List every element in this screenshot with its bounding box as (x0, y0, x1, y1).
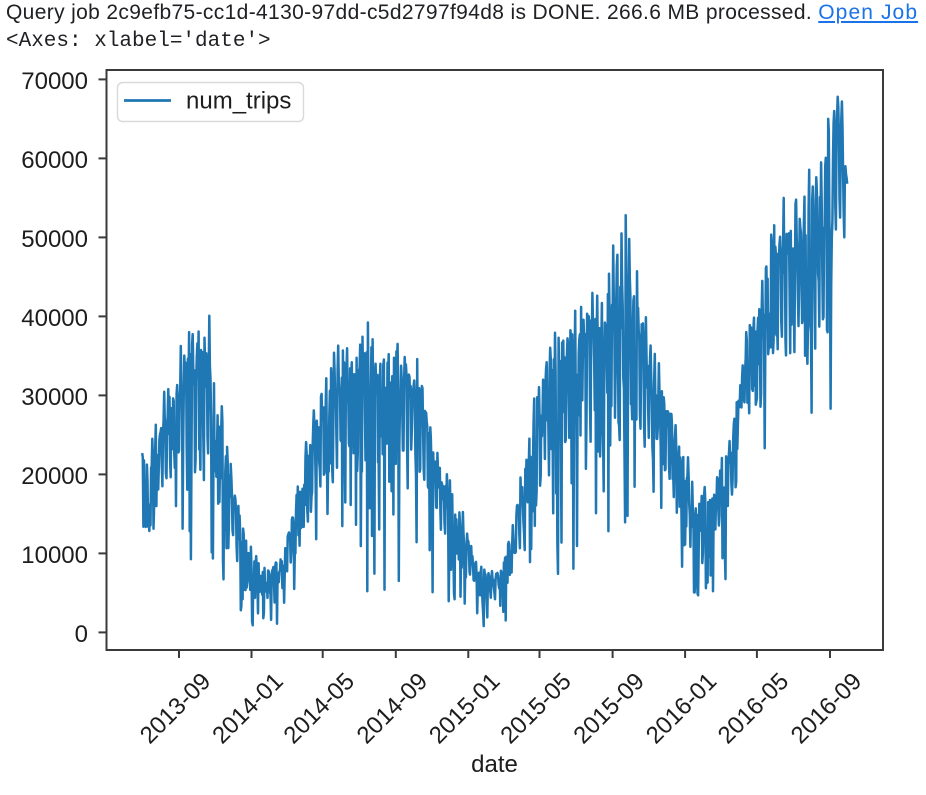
svg-text:2016-09: 2016-09 (786, 668, 867, 749)
svg-text:30000: 30000 (21, 384, 88, 411)
svg-text:2015-01: 2015-01 (424, 668, 505, 749)
svg-text:60000: 60000 (21, 147, 88, 174)
svg-text:2016-01: 2016-01 (641, 668, 722, 749)
svg-text:2015-05: 2015-05 (495, 668, 576, 749)
svg-text:2014-09: 2014-09 (352, 668, 433, 749)
svg-text:0: 0 (75, 621, 88, 648)
svg-text:20000: 20000 (21, 463, 88, 490)
svg-text:2014-01: 2014-01 (207, 668, 288, 749)
svg-text:40000: 40000 (21, 305, 88, 332)
svg-text:date: date (471, 751, 518, 778)
svg-text:10000: 10000 (21, 542, 88, 569)
svg-text:2015-09: 2015-09 (568, 668, 649, 749)
svg-text:50000: 50000 (21, 226, 88, 253)
svg-text:2014-05: 2014-05 (279, 668, 360, 749)
svg-text:70000: 70000 (21, 68, 88, 95)
svg-text:2016-05: 2016-05 (713, 668, 794, 749)
svg-text:2013-09: 2013-09 (135, 668, 216, 749)
svg-text:num_trips: num_trips (186, 88, 291, 115)
